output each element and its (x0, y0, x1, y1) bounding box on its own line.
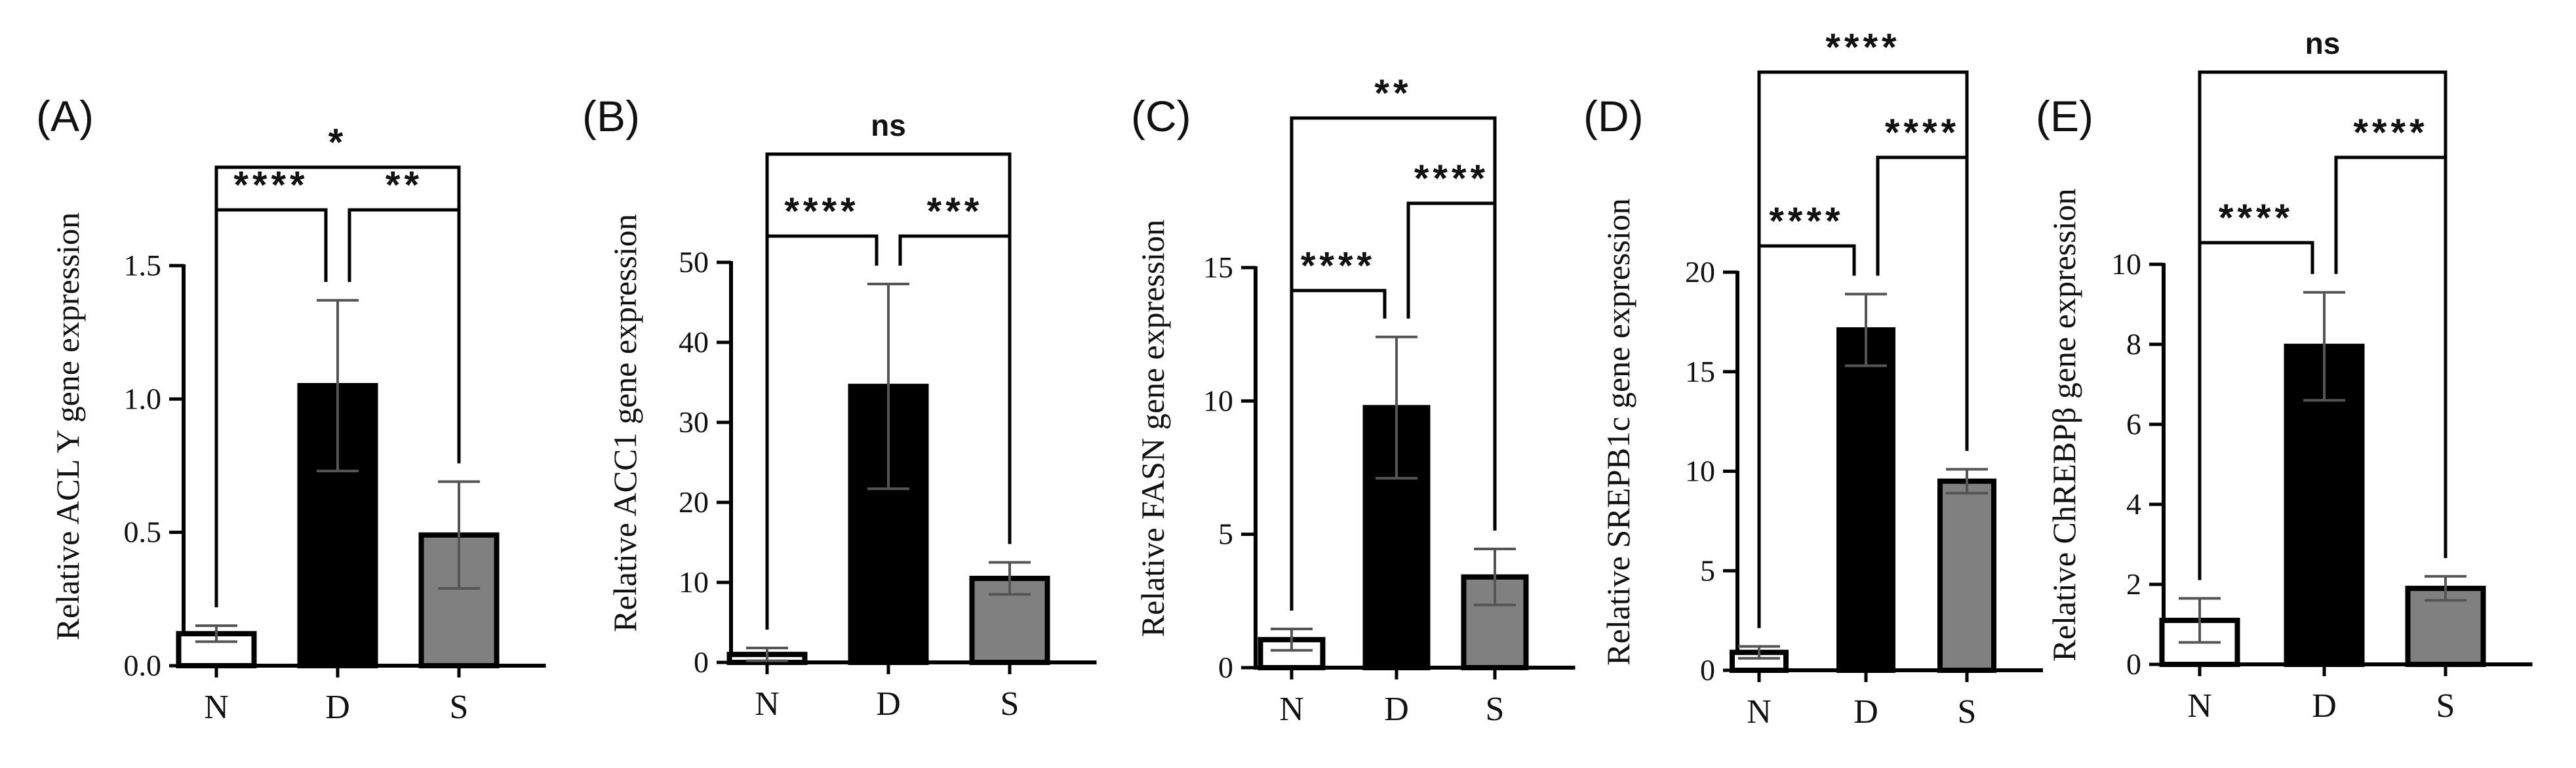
bar-s (1937, 478, 1996, 673)
panel-label: (A) (36, 92, 94, 140)
y-axis-label: Relative ACL Y gene expression (49, 212, 86, 641)
significance-bracket (214, 165, 461, 607)
y-axis-label: Relative SREPB1c gene expression (1600, 198, 1636, 665)
significance-label: **** (1301, 245, 1376, 287)
y-tick-label: 30 (679, 405, 709, 439)
x-tick-label: S (1001, 685, 1020, 723)
y-tick-label: 10 (2111, 247, 2141, 281)
significance-label: ** (386, 164, 423, 207)
y-axis-label: Relative FASN gene expression (1134, 220, 1171, 637)
x-tick-label: N (1279, 691, 1304, 728)
x-tick-label: S (1486, 691, 1505, 728)
y-tick-label: 50 (679, 245, 709, 279)
y-tick-label: 1.0 (124, 382, 162, 415)
significance-label: **** (233, 164, 308, 207)
y-axis-label: Relative ACC1 gene expression (606, 214, 643, 632)
y-tick-label: 0 (2126, 647, 2141, 681)
bar-s (418, 532, 500, 668)
significance-label: **** (1769, 200, 1844, 243)
x-tick-label: N (204, 689, 229, 726)
significance-bracket (2198, 70, 2447, 580)
y-tick-label: 1.5 (124, 249, 162, 282)
significance-label: **** (784, 190, 859, 233)
chart-panel-b: (B) Relative ACC1 gene expression 0 10 20 30 4… (582, 92, 1097, 723)
x-tick-label: S (1958, 693, 1977, 731)
bar-d (1836, 327, 1895, 673)
y-tick-label: 15 (1685, 355, 1715, 388)
significance-label: ns (2305, 26, 2341, 60)
significance-label: ** (1374, 72, 1412, 115)
y-tick-label: 8 (2126, 327, 2141, 361)
x-tick-label: N (1747, 693, 1772, 731)
y-tick-label: 15 (1203, 251, 1233, 284)
y-tick-label: 10 (679, 565, 709, 599)
y-tick-label: 6 (2126, 407, 2141, 441)
x-tick-label: N (2187, 687, 2212, 725)
panel-label: (E) (2036, 92, 2093, 140)
panel-label: (C) (1131, 92, 1191, 140)
significance-label: *** (927, 190, 983, 233)
x-tick-label: S (450, 689, 469, 726)
significance-bracket (1290, 116, 1497, 611)
x-tick-label: N (755, 685, 780, 723)
y-tick-label: 5 (1218, 517, 1233, 551)
y-tick-label: 5 (1700, 554, 1715, 587)
x-tick-label: D (876, 685, 901, 723)
y-tick-label: 2 (2126, 567, 2141, 601)
y-tick-label: 10 (1685, 455, 1715, 488)
chart-panel-c: (C) Relative FASN gene expression 0 5 10 15 N D… (1131, 72, 1575, 728)
y-tick-label: 4 (2126, 487, 2141, 521)
panel-label: (B) (582, 92, 640, 140)
significance-label: **** (1885, 111, 1960, 154)
y-tick-label: 10 (1203, 384, 1233, 417)
x-tick-label: D (325, 689, 350, 726)
significance-label: * (328, 121, 347, 164)
x-tick-label: D (1853, 693, 1878, 731)
y-tick-label: 0 (1700, 653, 1715, 687)
significance-bracket (765, 152, 1012, 630)
significance-label: **** (1825, 26, 1900, 69)
y-axis-label: Relative ChREBPβ gene expression (2046, 188, 2082, 661)
y-tick-label: 40 (679, 325, 709, 359)
y-tick-label: 20 (1685, 255, 1715, 289)
significance-label: **** (2353, 111, 2428, 154)
chart-panel-a: (A) Relative ACL Y gene expression 0.0 0.5 1… (36, 92, 546, 726)
significance-label: ns (871, 108, 906, 142)
significance-label: **** (2219, 197, 2293, 239)
significance-label: **** (1414, 157, 1489, 200)
y-tick-label: 0.0 (124, 649, 162, 682)
chart-panel-d: (D) Relative SREPB1c gene expression 0 5 10 1… (1583, 26, 2043, 731)
y-tick-label: 0.5 (124, 515, 162, 549)
chart-panel-e: (E) Relative ChREBPβ gene expression 0 2 4 6 8… (2036, 26, 2533, 725)
x-tick-label: D (2312, 687, 2337, 725)
y-tick-label: 20 (679, 485, 709, 519)
x-tick-label: D (1384, 691, 1409, 728)
bar-d (848, 384, 929, 665)
y-tick-label: 0 (1218, 651, 1233, 684)
x-tick-label: S (2436, 687, 2455, 725)
significance-bracket (1757, 70, 1969, 628)
y-tick-label: 0 (694, 645, 709, 679)
panel-label: (D) (1583, 92, 1644, 140)
